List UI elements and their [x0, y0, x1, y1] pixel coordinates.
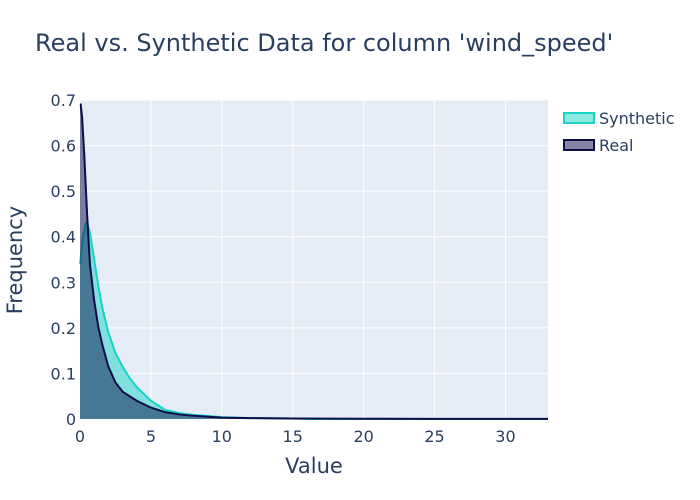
y-tick-label-2: 0.2: [51, 319, 76, 338]
legend-item-real[interactable]: Real: [563, 136, 634, 155]
grid-lines: [80, 99, 548, 419]
y-tick-label-5: 0.5: [51, 182, 76, 201]
x-tick-label-1: 5: [146, 427, 156, 446]
y-tick-label-6: 0.6: [51, 137, 76, 156]
y-tick-label-1: 0.1: [51, 364, 76, 383]
legend-label-real: Real: [599, 136, 634, 155]
legend-swatch-synthetic: [563, 112, 595, 124]
y-tick-label-4: 0.4: [51, 228, 76, 247]
x-tick-label-6: 30: [495, 427, 515, 446]
x-tick-label-2: 10: [212, 427, 232, 446]
legend[interactable]: Synthetic Real: [563, 109, 675, 155]
legend-item-synthetic[interactable]: Synthetic: [563, 109, 675, 128]
y-tick-label-0: 0: [66, 410, 76, 429]
series-layer: [79, 103, 549, 420]
y-axis-ticks: 0 0.1 0.2 0.3 0.4 0.5 0.6 0.7: [51, 91, 76, 429]
series-real-line: [79, 103, 549, 420]
plot-area: [80, 100, 548, 419]
x-tick-label-4: 20: [353, 427, 373, 446]
x-tick-label-0: 0: [75, 427, 85, 446]
legend-swatch-real: [563, 139, 595, 151]
x-tick-label-5: 25: [424, 427, 444, 446]
x-axis-ticks: 0 5 10 15 20 25 30: [75, 427, 516, 446]
y-axis-label: Frequency: [3, 206, 27, 315]
x-axis-label: Value: [285, 454, 343, 478]
y-tick-label-3: 0.3: [51, 273, 76, 292]
legend-label-synthetic: Synthetic: [599, 109, 675, 128]
chart-title: Real vs. Synthetic Data for column 'wind…: [35, 29, 613, 57]
x-tick-label-3: 15: [283, 427, 303, 446]
y-tick-label-7: 0.7: [51, 91, 76, 110]
